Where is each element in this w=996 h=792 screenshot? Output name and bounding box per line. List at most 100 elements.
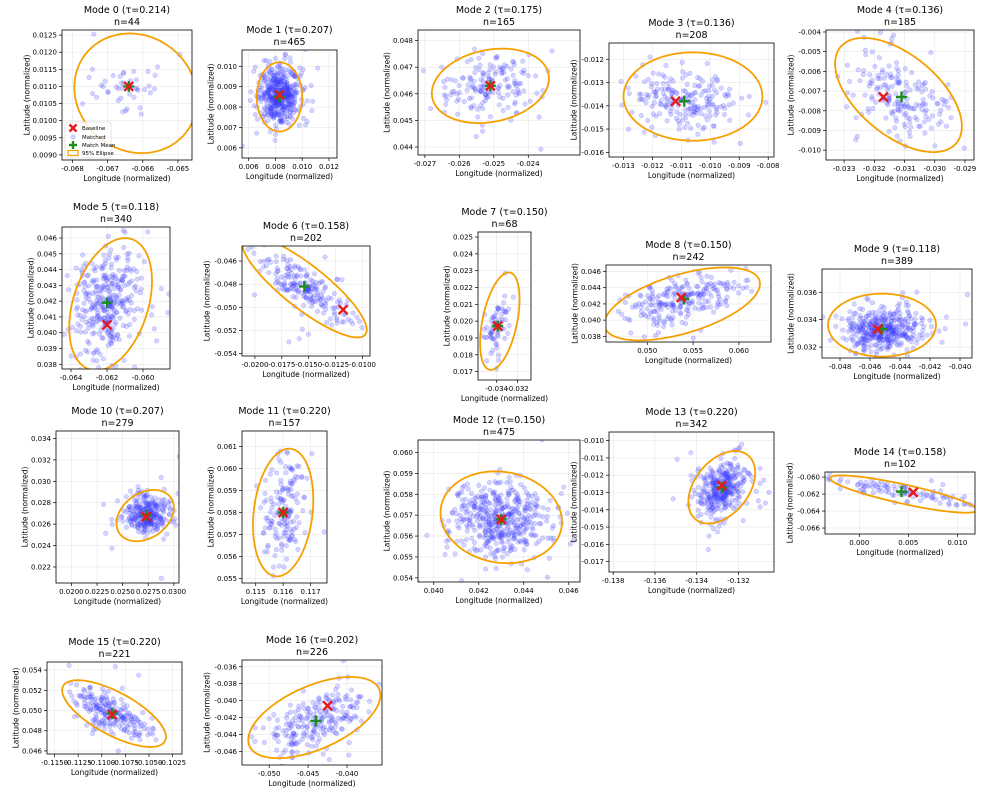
matched-point [521, 70, 527, 76]
x-tick-label: 0.005 [898, 539, 918, 547]
matched-point [124, 106, 130, 112]
matched-point [164, 531, 170, 537]
matched-point [859, 315, 865, 321]
matched-point [706, 98, 712, 104]
matched-point [78, 367, 83, 369]
matched-point [665, 80, 671, 86]
matched-point [278, 69, 284, 75]
matched-point [116, 723, 122, 729]
matched-point [274, 717, 280, 723]
matched-point [606, 309, 607, 311]
matched-point [98, 82, 104, 88]
matched-point [282, 83, 288, 89]
matched-points [80, 31, 183, 117]
matched-point [480, 100, 486, 106]
matched-point [334, 320, 340, 326]
matched-point [58, 662, 61, 663]
matched-point [909, 70, 915, 76]
matched-point [896, 102, 902, 108]
matched-point [261, 58, 267, 64]
matched-point [89, 305, 95, 311]
matched-point [519, 69, 525, 75]
x-tick-label: 0.116 [273, 588, 294, 596]
matched-point [452, 506, 458, 512]
matched-point [291, 282, 297, 288]
matched-point [90, 66, 96, 72]
matched-point [928, 478, 934, 484]
y-tick-label: -0.005 [798, 48, 821, 56]
matched-point [714, 109, 720, 115]
matched-point [487, 114, 493, 120]
matched-point [348, 697, 354, 703]
matched-point [643, 92, 649, 98]
matched-point [293, 539, 299, 545]
matched-point [874, 86, 880, 92]
matched-point [262, 111, 268, 117]
matched-point [665, 87, 671, 93]
matched-point [932, 143, 938, 149]
matched-point [664, 316, 670, 322]
matched-point [484, 543, 490, 549]
matched-point [86, 283, 92, 289]
matched-point [650, 111, 656, 117]
matched-point [283, 97, 289, 103]
matched-point [513, 490, 519, 496]
matched-point [121, 300, 127, 306]
matched-point [313, 279, 319, 285]
matched-point [283, 108, 289, 114]
matched-point [287, 86, 293, 92]
matched-point [105, 284, 111, 290]
matched-point [704, 510, 710, 516]
matched-point [479, 88, 485, 94]
matched-point [272, 553, 278, 559]
matched-point [340, 660, 346, 664]
matched-point [292, 74, 298, 80]
matched-point [648, 84, 654, 90]
matched-point [908, 124, 914, 130]
y-tick-label: 0.039 [37, 345, 57, 353]
y-tick-label: 0.034 [31, 435, 52, 443]
matched-point [144, 530, 150, 536]
matched-point [872, 64, 878, 70]
matched-point [100, 303, 106, 309]
matched-point [513, 92, 519, 98]
matched-point [649, 124, 655, 130]
matched-point [857, 78, 863, 84]
matched-point [263, 263, 269, 269]
matched-point [300, 508, 306, 514]
matched-point [286, 88, 292, 94]
matched-point [90, 717, 96, 723]
matched-point [268, 114, 274, 120]
matched-point [284, 82, 290, 88]
matched-point [904, 83, 910, 89]
matched-point [764, 295, 769, 300]
matched-point [938, 107, 944, 113]
matched-point [907, 119, 913, 125]
matched-point [282, 75, 288, 81]
matched-point [285, 93, 291, 99]
subplot-mode-2: -0.027 -0.026 -0.025 -0.0240.0440.0450.0460… [383, 5, 581, 178]
matched-point [273, 77, 279, 83]
matched-point [311, 286, 317, 292]
matched-point [99, 335, 105, 341]
matched-point [695, 122, 701, 128]
matched-point [894, 65, 900, 71]
matched-point [292, 263, 298, 269]
matched-point [357, 319, 363, 325]
matched-point [341, 311, 347, 317]
matched-point [94, 313, 100, 319]
matched-point [664, 301, 670, 307]
x-tick-label: -0.024 [517, 160, 540, 168]
matched-point [863, 52, 869, 58]
matched-point [273, 83, 279, 89]
matched-point [386, 333, 391, 338]
matched-point [939, 339, 945, 345]
matched-point [237, 90, 242, 95]
y-tick-label: -0.048 [214, 281, 237, 289]
matched-point [281, 287, 287, 293]
y-tick-label: 0.0105 [33, 100, 58, 108]
matched-point [838, 258, 843, 263]
matched-point [855, 67, 861, 73]
matched-point [316, 695, 322, 701]
matched-point [85, 290, 91, 296]
